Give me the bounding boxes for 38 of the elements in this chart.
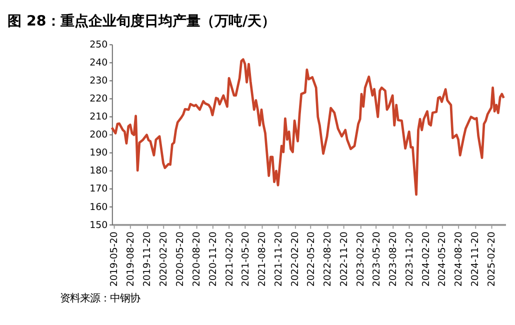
x-tick-label: 2024-11-20	[470, 232, 482, 287]
x-tick-label: 2022-02-20	[290, 232, 301, 287]
y-tick-label: 180	[90, 166, 108, 177]
x-tick-label: 2020-08-20	[191, 232, 202, 287]
x-tick-label: 2025-02-20	[486, 232, 498, 287]
y-tick-label: 150	[90, 220, 108, 231]
x-tick-label: 2024-08-20	[454, 232, 465, 287]
x-tick-label: 2021-08-20	[256, 232, 268, 287]
y-tick-label: 160	[90, 202, 108, 213]
y-tick-label: 200	[90, 130, 108, 141]
y-tick-label: 170	[90, 184, 108, 195]
x-tick-label: 2020-11-20	[208, 232, 219, 287]
x-tick-label: 2022-08-20	[322, 232, 334, 287]
x-tick-label: 2020-05-20	[174, 232, 186, 287]
line-series	[110, 58, 505, 196]
text: 资料来源：中钢协	[60, 292, 140, 304]
y-tick-label: 190	[90, 148, 108, 159]
x-tick-label: 2019-05-20	[109, 232, 120, 287]
x-tick-label: 2023-02-20	[355, 232, 366, 287]
y-tick-label: 220	[90, 94, 108, 105]
x-tick-label: 2019-08-20	[126, 232, 137, 287]
y-tick-label: 210	[90, 112, 108, 123]
y-tick-label: 230	[90, 76, 108, 87]
y-tick-label: 250	[90, 40, 108, 51]
x-tick-label: 2022-11-20	[338, 232, 350, 287]
chart-title: 图 28：重点企业旬度日均产量（万吨/天）	[8, 12, 276, 30]
x-tick-label: 2023-11-20	[404, 232, 416, 287]
x-tick-label: 2021-05-20	[240, 232, 252, 287]
x-tick-label: 2023-08-20	[388, 232, 399, 287]
x-tick-label: 2024-05-20	[437, 232, 448, 287]
x-tick-label: 2021-11-20	[273, 232, 284, 287]
x-tick-label: 2020-02-20	[158, 232, 170, 287]
x-tick-label: 2023-05-20	[371, 232, 382, 287]
x-tick-label: 2024-02-20	[420, 232, 432, 287]
x-tick-label: 2019-11-20	[142, 232, 154, 287]
y-tick-label: 240	[90, 58, 108, 69]
x-tick-label: 2021-02-20	[224, 232, 236, 287]
x-tick-label: 2022-05-20	[306, 232, 317, 287]
